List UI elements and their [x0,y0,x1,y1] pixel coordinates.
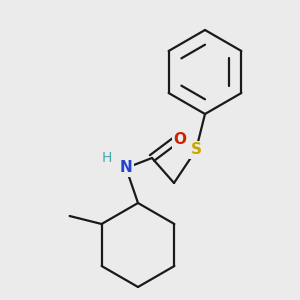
Text: H: H [102,151,112,165]
Text: O: O [173,133,187,148]
Text: N: N [120,160,132,175]
Text: S: S [190,142,202,158]
